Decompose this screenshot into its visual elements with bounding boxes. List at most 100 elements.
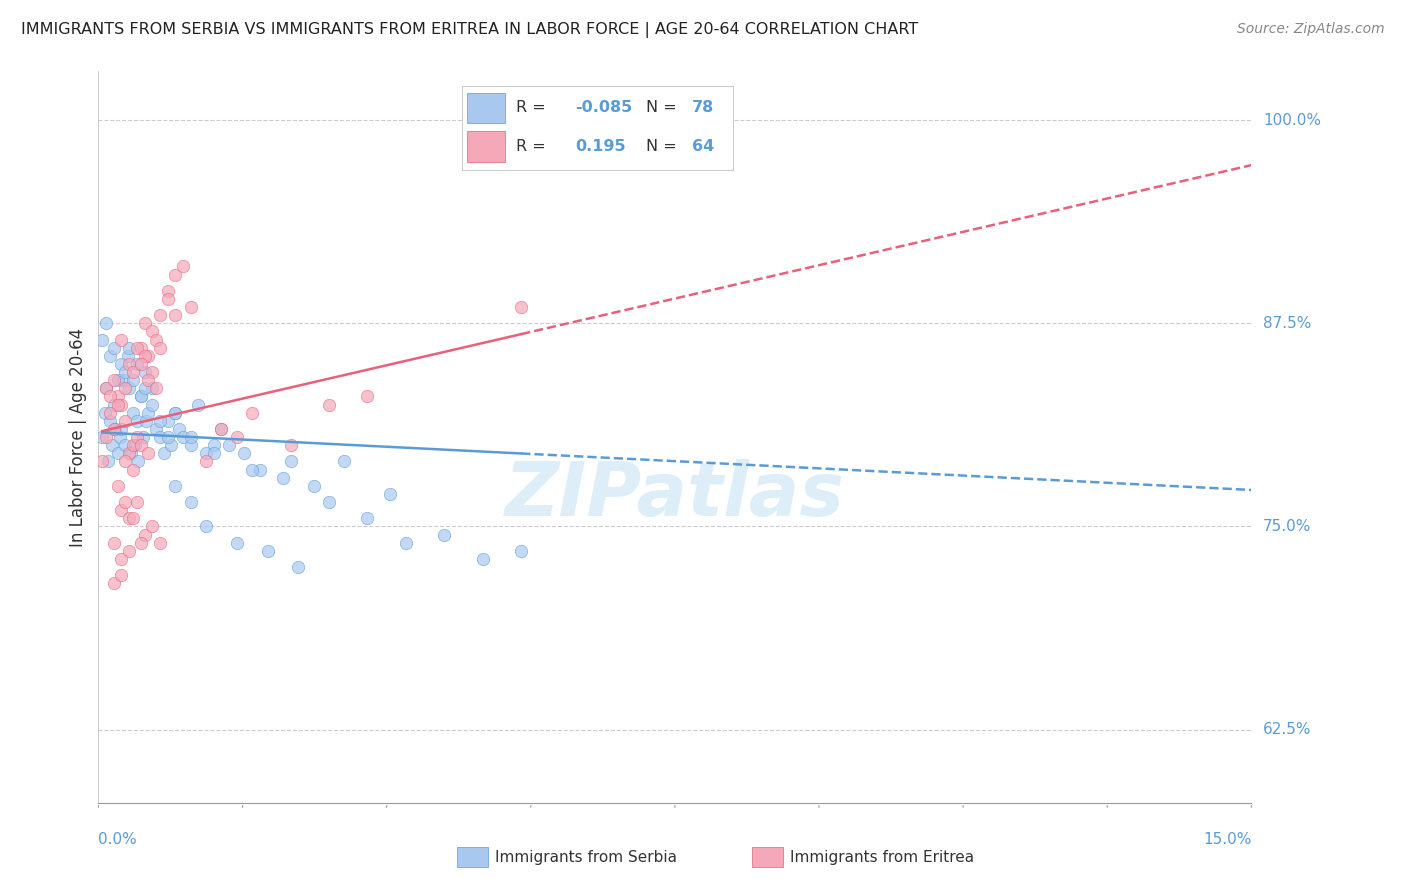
Point	[134, 349, 156, 363]
Point	[110, 568, 132, 582]
Point	[240, 406, 263, 420]
Point	[141, 365, 163, 379]
Text: Immigrants from Serbia: Immigrants from Serbia	[495, 850, 676, 864]
Point	[111, 373, 134, 387]
Point	[233, 446, 256, 460]
Point	[471, 552, 494, 566]
Point	[103, 422, 125, 436]
Point	[395, 535, 418, 549]
Point	[91, 454, 114, 468]
Point	[156, 284, 179, 298]
Text: 0.0%: 0.0%	[98, 832, 138, 847]
Point	[110, 333, 132, 347]
Point	[333, 454, 356, 468]
Point	[145, 381, 167, 395]
Point	[103, 576, 125, 591]
Text: 75.0%: 75.0%	[1263, 519, 1312, 534]
Text: Source: ZipAtlas.com: Source: ZipAtlas.com	[1237, 22, 1385, 37]
Point	[110, 398, 132, 412]
Point	[114, 414, 136, 428]
Point	[187, 398, 209, 412]
Point	[110, 503, 132, 517]
Point	[138, 446, 160, 460]
Point	[134, 365, 156, 379]
Point	[134, 381, 156, 395]
Point	[118, 341, 141, 355]
Point	[94, 381, 117, 395]
Point	[103, 373, 125, 387]
Point	[145, 333, 167, 347]
Point	[134, 316, 156, 330]
Point	[127, 454, 149, 468]
Point	[156, 430, 179, 444]
Text: 87.5%: 87.5%	[1263, 316, 1312, 331]
Point	[118, 446, 141, 460]
Point	[98, 349, 121, 363]
Point	[122, 462, 145, 476]
Point	[271, 471, 294, 485]
Point	[125, 430, 148, 444]
Point	[129, 438, 152, 452]
Text: 15.0%: 15.0%	[1204, 832, 1251, 847]
Point	[122, 373, 145, 387]
Text: 62.5%: 62.5%	[1263, 723, 1312, 737]
Point	[138, 373, 160, 387]
Point	[149, 414, 172, 428]
Point	[114, 454, 136, 468]
Point	[125, 341, 148, 355]
Point	[118, 544, 141, 558]
Point	[256, 544, 278, 558]
Point	[103, 535, 125, 549]
Point	[165, 406, 187, 420]
Point	[141, 325, 163, 339]
Point	[302, 479, 325, 493]
Point	[287, 560, 309, 574]
Point	[138, 349, 160, 363]
Point	[160, 438, 183, 452]
Point	[91, 430, 114, 444]
Point	[129, 357, 152, 371]
Point	[118, 511, 141, 525]
Text: IMMIGRANTS FROM SERBIA VS IMMIGRANTS FROM ERITREA IN LABOR FORCE | AGE 20-64 COR: IMMIGRANTS FROM SERBIA VS IMMIGRANTS FRO…	[21, 22, 918, 38]
Point	[225, 535, 247, 549]
Point	[114, 381, 136, 395]
Point	[141, 519, 163, 533]
Point	[129, 535, 152, 549]
Point	[433, 527, 456, 541]
Point	[91, 333, 114, 347]
Point	[167, 422, 190, 436]
Point	[510, 544, 533, 558]
Point	[129, 389, 152, 403]
Point	[172, 260, 194, 274]
Point	[103, 398, 125, 412]
Y-axis label: In Labor Force | Age 20-64: In Labor Force | Age 20-64	[69, 327, 87, 547]
Point	[122, 365, 145, 379]
Point	[356, 511, 378, 525]
Point	[98, 389, 121, 403]
Point	[138, 406, 160, 420]
Point	[125, 357, 148, 371]
Point	[107, 446, 129, 460]
Point	[180, 430, 202, 444]
Point	[129, 389, 152, 403]
Point	[93, 406, 115, 420]
Point	[156, 414, 179, 428]
Point	[141, 398, 163, 412]
Point	[98, 406, 121, 420]
Point	[125, 414, 148, 428]
Point	[129, 341, 152, 355]
Point	[107, 479, 129, 493]
Point	[135, 414, 157, 428]
Point	[165, 479, 187, 493]
Point	[510, 300, 533, 314]
Point	[141, 381, 163, 395]
Point	[165, 308, 187, 322]
Point	[108, 430, 131, 444]
Point	[101, 438, 124, 452]
Point	[195, 446, 218, 460]
Point	[107, 373, 129, 387]
Point	[117, 349, 139, 363]
Point	[240, 462, 263, 476]
Text: ZIPatlas: ZIPatlas	[505, 459, 845, 533]
Point	[149, 308, 172, 322]
